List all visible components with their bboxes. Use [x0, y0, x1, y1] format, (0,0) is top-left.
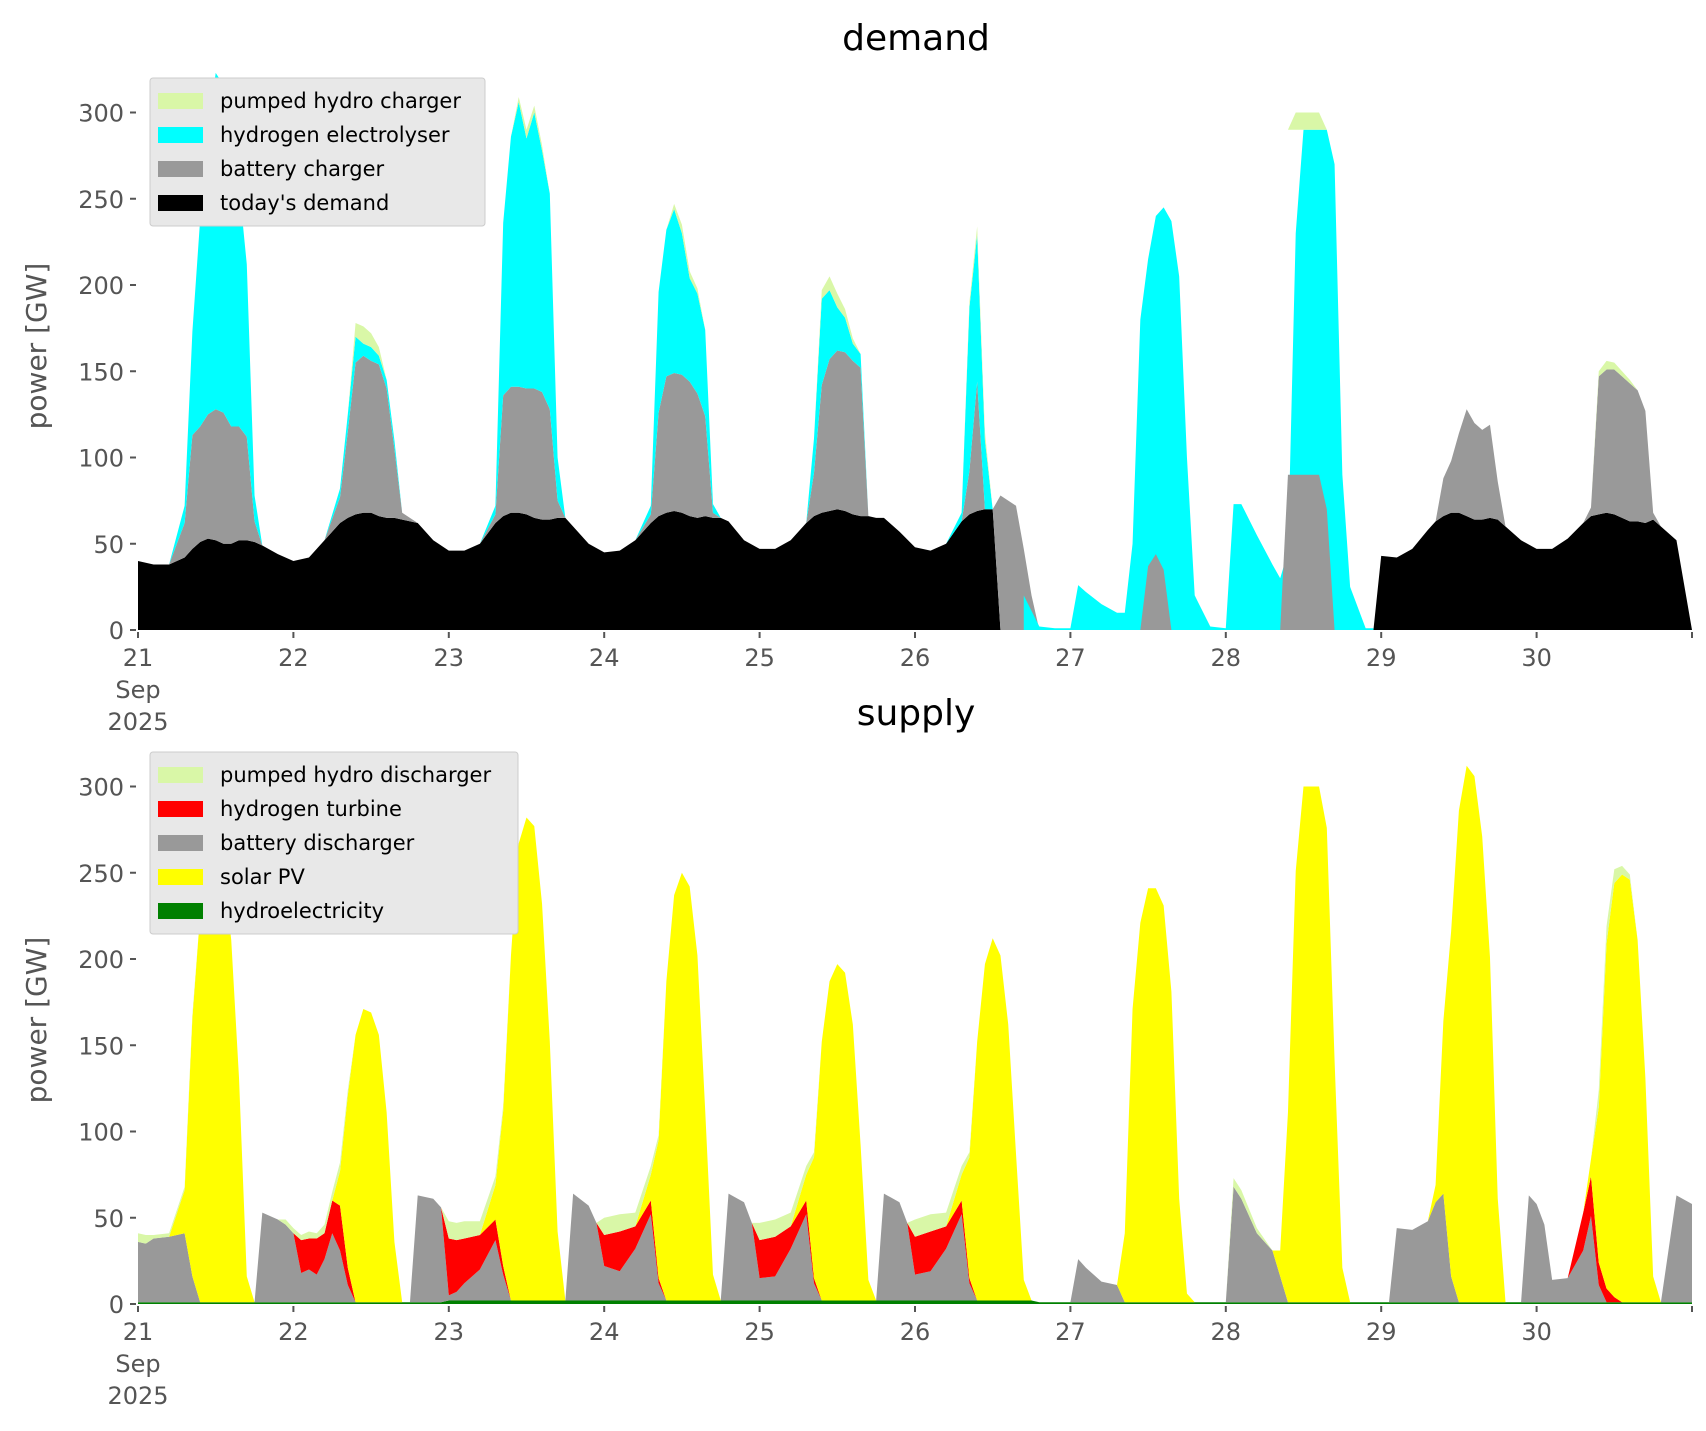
y-tick-label: 200: [78, 272, 124, 300]
x-tick-label: 29: [1366, 644, 1397, 672]
demand-panel: demand 0 50 100 150 200 250 300 21 22 23 24 25 26 27…: [20, 18, 1693, 736]
legend-swatch: [158, 93, 203, 109]
legend-label: pumped hydro charger: [220, 89, 461, 113]
x-tick-label: 24: [589, 644, 620, 672]
legend: pumped hydro discharger hydrogen turbine b…: [149, 751, 519, 935]
demand-areas: [138, 72, 1692, 630]
y-axis-label: power [GW]: [20, 263, 53, 430]
x-tick-label: 25: [744, 644, 775, 672]
legend-label: hydroelectricity: [220, 899, 384, 923]
x-tick-label: 21: [123, 1318, 154, 1346]
supply-panel: supply 0 50 100 150 200 250 300 21 22 23 24 25 26 27…: [20, 693, 1693, 1410]
legend-swatch: [158, 195, 203, 211]
legend-box: [149, 77, 486, 227]
legend-label: pumped hydro discharger: [220, 763, 491, 787]
legend-label: hydrogen turbine: [220, 797, 402, 821]
legend-swatch: [158, 801, 203, 817]
y-axis: 0 50 100 150 200 250 300: [78, 100, 136, 645]
x-tick-label: 27: [1055, 644, 1086, 672]
legend-label: today's demand: [220, 191, 389, 215]
x-tick-label: 30: [1521, 644, 1552, 672]
x-tick-label: 22: [278, 1318, 309, 1346]
x-tick-label: 28: [1211, 644, 1242, 672]
x-tick-label: 26: [900, 1318, 931, 1346]
y-tick-label: 100: [78, 1119, 124, 1147]
x-tick-label: 23: [434, 1318, 465, 1346]
area-pumped-hydro-charger-extra: [1287, 112, 1327, 130]
x-tick-label: 27: [1055, 1318, 1086, 1346]
legend-label: hydrogen electrolyser: [220, 123, 450, 147]
y-tick-label: 100: [78, 445, 124, 473]
supply-areas: [138, 765, 1692, 1304]
area-hydrogen-turbine: [138, 1176, 1692, 1303]
area-hydroelectricity: [138, 1300, 1692, 1304]
legend-box: [149, 751, 519, 935]
y-tick-label: 0: [109, 1291, 124, 1319]
x-tick-label: 28: [1211, 1318, 1242, 1346]
x-axis: 21 22 23 24 25 26 27 28 29 30 Sep 2025: [107, 1306, 1693, 1410]
legend-swatch: [158, 903, 203, 919]
legend-swatch: [158, 767, 203, 783]
legend-label: battery charger: [220, 157, 385, 181]
y-tick-label: 250: [78, 860, 124, 888]
y-tick-label: 0: [109, 617, 124, 645]
x-tick-label: 21: [123, 644, 154, 672]
x-tick-label: 25: [744, 1318, 775, 1346]
chart-title: demand: [842, 18, 990, 59]
y-axis-label: power [GW]: [20, 937, 53, 1104]
x-tick-label: 29: [1366, 1318, 1397, 1346]
y-tick-label: 300: [78, 100, 124, 128]
x-tick-sublabel: Sep: [115, 1350, 160, 1378]
legend-label: battery discharger: [220, 831, 415, 855]
chart-title: supply: [857, 693, 976, 734]
y-tick-label: 300: [78, 774, 124, 802]
y-axis: 0 50 100 150 200 250 300: [78, 774, 136, 1319]
y-tick-label: 50: [93, 1205, 124, 1233]
x-tick-sublabel: 2025: [107, 708, 168, 736]
area-solar-pv: [138, 765, 1692, 1303]
legend-label: solar PV: [220, 865, 305, 889]
x-tick-sublabel: Sep: [115, 676, 160, 704]
legend-swatch: [158, 161, 203, 177]
x-tick-label: 24: [589, 1318, 620, 1346]
area-battery-charger-extra: [1280, 474, 1335, 630]
legend-swatch: [158, 127, 203, 143]
x-tick-label: 22: [278, 644, 309, 672]
area-battery-discharger: [138, 1186, 1692, 1303]
x-axis: 21 22 23 24 25 26 27 28 29 30 Sep 2025: [107, 632, 1693, 736]
legend-swatch: [158, 869, 203, 885]
x-tick-label: 30: [1521, 1318, 1552, 1346]
area-hydrogen-electrolyser: [138, 72, 1692, 630]
x-tick-label: 23: [434, 644, 465, 672]
legend: pumped hydro charger hydrogen electrolyse…: [149, 77, 486, 227]
area-today-s-demand: [138, 509, 1692, 630]
area-hydrogen-electrolyser-extra: [1023, 129, 1374, 630]
y-tick-label: 150: [78, 358, 124, 386]
y-tick-label: 150: [78, 1032, 124, 1060]
y-tick-label: 50: [93, 531, 124, 559]
y-tick-label: 250: [78, 186, 124, 214]
area-battery-charger-extra: [1140, 554, 1172, 630]
y-tick-label: 200: [78, 946, 124, 974]
legend-swatch: [158, 835, 203, 851]
x-tick-label: 26: [900, 644, 931, 672]
x-tick-sublabel: 2025: [107, 1382, 168, 1410]
